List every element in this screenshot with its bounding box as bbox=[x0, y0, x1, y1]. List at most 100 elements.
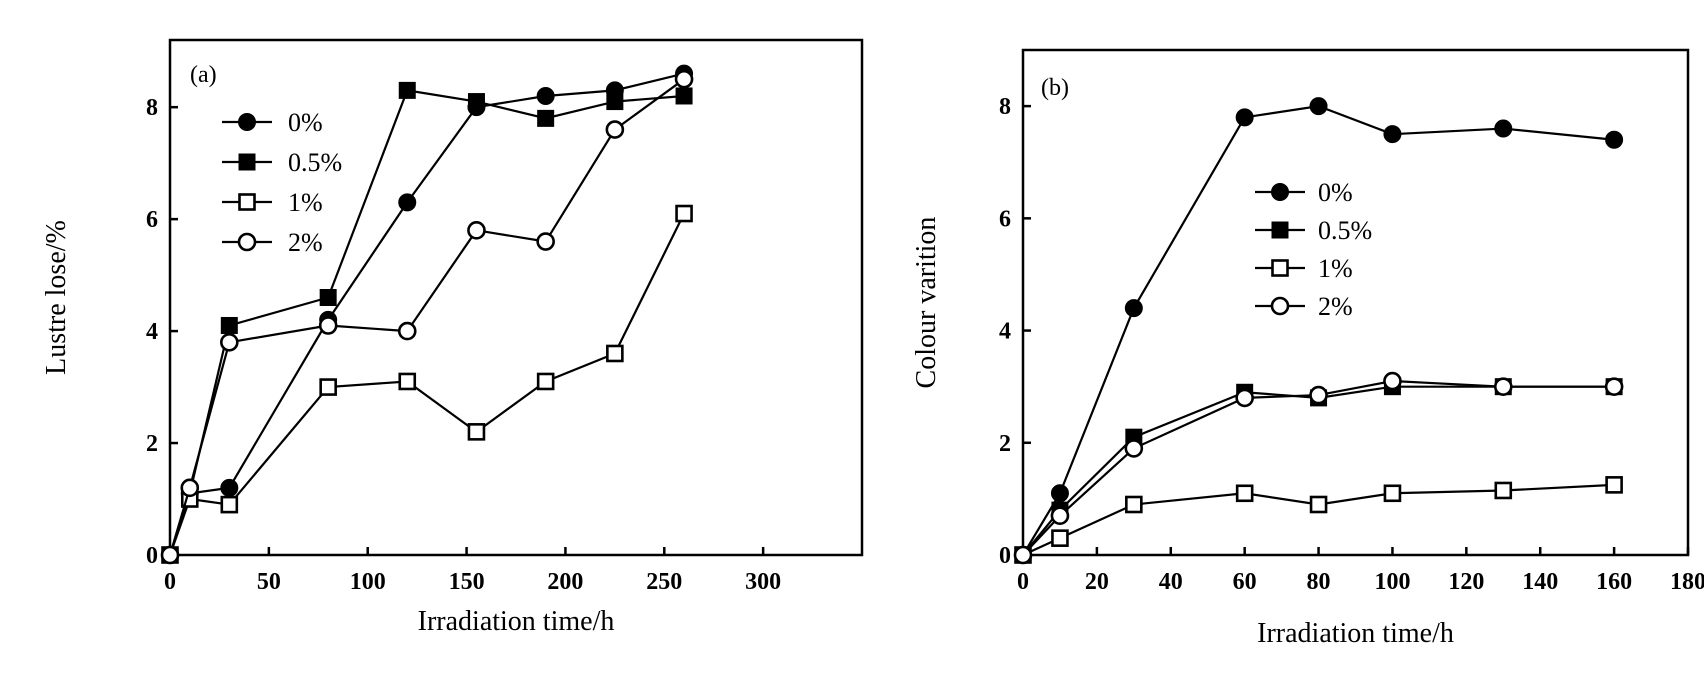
data-point bbox=[1013, 545, 1033, 565]
y-tick-label: 0 bbox=[146, 543, 158, 569]
y-tick-label: 4 bbox=[146, 319, 158, 345]
legend-marker bbox=[1270, 296, 1290, 316]
data-point bbox=[606, 93, 624, 111]
data-point bbox=[220, 495, 239, 514]
legend-marker bbox=[238, 113, 256, 131]
x-tick-label: 50 bbox=[257, 569, 281, 595]
data-point bbox=[1383, 484, 1402, 503]
x-tick-label: 300 bbox=[745, 569, 781, 595]
data-point bbox=[1051, 529, 1069, 547]
data-point bbox=[675, 87, 693, 105]
legend-marker bbox=[238, 193, 256, 211]
data-point bbox=[536, 86, 555, 105]
data-point bbox=[536, 372, 555, 391]
data-point bbox=[1493, 377, 1513, 396]
x-tick-label: 180 bbox=[1670, 569, 1704, 595]
x-tick-label: 40 bbox=[1159, 569, 1183, 595]
legend-marker bbox=[238, 153, 256, 171]
data-point bbox=[1235, 108, 1254, 127]
series-line-3 bbox=[1022, 379, 1615, 556]
data-point bbox=[398, 372, 417, 391]
x-axis-label: Irradiation time/h bbox=[1257, 618, 1454, 649]
x-tick-label: 150 bbox=[449, 569, 485, 595]
y-tick-label: 8 bbox=[999, 94, 1011, 120]
x-tick-label: 250 bbox=[646, 569, 682, 595]
data-point bbox=[606, 344, 624, 363]
legend-marker bbox=[237, 232, 257, 252]
legend-marker bbox=[1271, 221, 1289, 239]
data-point bbox=[467, 423, 486, 441]
y-axis-label: Lustre lose/% bbox=[41, 220, 72, 375]
panel-a: 0 50 100 150 200 250 300 0 2 4 6 8 Irradiation time/… bbox=[41, 38, 864, 637]
series-line-1 bbox=[1022, 385, 1615, 556]
data-point bbox=[1494, 119, 1513, 138]
legend-label: 2% bbox=[288, 228, 323, 257]
data-point bbox=[605, 120, 625, 139]
data-point bbox=[1605, 476, 1623, 494]
y-tick-label: 6 bbox=[999, 206, 1011, 232]
legend-marker bbox=[1271, 183, 1289, 201]
data-point bbox=[1604, 377, 1624, 396]
data-point bbox=[1309, 495, 1328, 514]
data-point bbox=[1124, 299, 1143, 318]
y-tick-label: 4 bbox=[999, 319, 1011, 345]
x-axis-label: Irradiation time/h bbox=[418, 606, 615, 637]
series-line-2 bbox=[168, 213, 686, 556]
y-tick-label: 6 bbox=[146, 207, 158, 233]
data-point bbox=[220, 316, 238, 334]
data-point bbox=[1125, 495, 1143, 514]
data-point bbox=[220, 478, 239, 497]
data-point bbox=[1383, 371, 1402, 391]
data-point bbox=[674, 69, 694, 89]
x-tick-label: 200 bbox=[547, 569, 583, 595]
data-point bbox=[318, 316, 338, 335]
y-tick-label: 2 bbox=[146, 431, 158, 457]
legend-label: 0.5% bbox=[288, 148, 342, 177]
plot-frame bbox=[1021, 48, 1690, 557]
y-axis-label: Colour varition bbox=[911, 217, 942, 389]
legend-label: 0% bbox=[1318, 178, 1353, 207]
series-line-0 bbox=[1022, 104, 1615, 556]
x-tick-label: 0 bbox=[164, 569, 176, 595]
data-point bbox=[1309, 97, 1328, 116]
data-point bbox=[220, 332, 239, 352]
data-point bbox=[398, 193, 417, 212]
legend-marker bbox=[1271, 259, 1289, 277]
y-tick-label: 0 bbox=[999, 543, 1011, 569]
series-line-2 bbox=[1022, 483, 1615, 557]
legend-label: 0.5% bbox=[1318, 216, 1372, 245]
x-tick-label: 0 bbox=[1017, 569, 1029, 595]
legend-label: 0% bbox=[288, 108, 323, 137]
data-point bbox=[675, 204, 693, 223]
legend-label: 1% bbox=[1318, 254, 1353, 283]
legend-label: 1% bbox=[288, 188, 323, 217]
data-point bbox=[1235, 484, 1254, 503]
plot-frame bbox=[168, 38, 864, 557]
panel-label: (a) bbox=[190, 62, 217, 88]
data-point bbox=[1309, 385, 1328, 405]
data-point bbox=[1383, 125, 1402, 144]
panel-label: (b) bbox=[1041, 75, 1069, 101]
x-tick-label: 20 bbox=[1085, 569, 1109, 595]
data-point bbox=[467, 93, 485, 111]
data-point bbox=[1235, 388, 1254, 408]
panel-b: 0 20 40 60 80 100 120 140 160 180 0 2 4 6 8 Irradiation… bbox=[911, 48, 1704, 649]
data-point bbox=[160, 545, 180, 565]
x-tick-label: 120 bbox=[1448, 569, 1484, 595]
data-point bbox=[537, 109, 555, 127]
x-tick-label: 140 bbox=[1522, 569, 1558, 595]
data-point bbox=[1494, 481, 1513, 500]
data-point bbox=[319, 378, 337, 396]
data-point bbox=[1050, 506, 1070, 526]
data-point bbox=[398, 81, 416, 99]
data-point bbox=[319, 289, 337, 306]
data-point bbox=[536, 232, 555, 251]
x-tick-label: 60 bbox=[1233, 569, 1257, 595]
data-point bbox=[1124, 439, 1144, 458]
x-tick-label: 160 bbox=[1596, 569, 1632, 595]
y-tick-label: 2 bbox=[999, 431, 1011, 457]
legend-label: 2% bbox=[1318, 292, 1353, 321]
data-point bbox=[1050, 484, 1069, 503]
